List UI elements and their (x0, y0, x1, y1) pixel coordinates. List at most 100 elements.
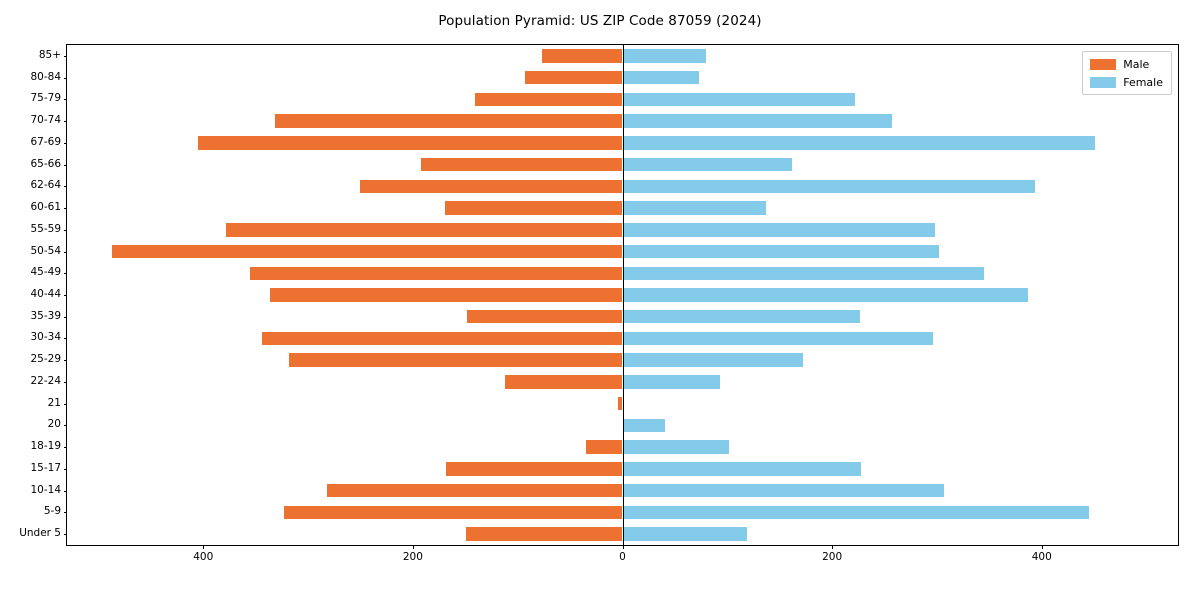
y-axis-tick-label: 30-34 (30, 331, 61, 344)
bar-female[interactable] (622, 201, 767, 215)
bar-female[interactable] (622, 244, 940, 259)
bar-male[interactable] (226, 223, 623, 237)
bar-female[interactable] (622, 353, 803, 367)
bar-female[interactable] (622, 223, 935, 237)
bar-male[interactable] (421, 157, 623, 172)
bar-female[interactable] (622, 288, 1029, 302)
bar-female[interactable] (622, 505, 1089, 520)
y-tick-mark (63, 403, 67, 405)
legend-item-male[interactable]: Male (1090, 57, 1163, 71)
bar-male[interactable] (467, 310, 623, 324)
bar-male[interactable] (326, 483, 623, 498)
bar-female[interactable] (622, 527, 748, 541)
y-axis-tick-label: 45-49 (30, 266, 61, 279)
bar-female[interactable] (622, 310, 861, 324)
bar-male[interactable] (283, 505, 623, 520)
x-tick-mark (412, 545, 414, 549)
y-tick-mark (63, 425, 67, 427)
bar-female[interactable] (622, 114, 892, 128)
bar-row (67, 462, 1178, 476)
y-axis-tick-label: 20 (47, 418, 61, 431)
legend-label-female: Female (1123, 75, 1163, 89)
y-tick-mark (63, 316, 67, 318)
bar-row (67, 157, 1178, 172)
y-axis-tick-label: Under 5 (19, 527, 61, 540)
bar-row (67, 505, 1178, 520)
y-tick-mark (63, 381, 67, 383)
bar-male[interactable] (525, 70, 623, 85)
bar-male[interactable] (446, 462, 623, 476)
bar-row (67, 114, 1178, 128)
bar-female[interactable] (622, 157, 793, 172)
y-axis-tick-label: 85+ (38, 48, 61, 61)
bar-row (67, 244, 1178, 259)
y-axis-tick-label: 10-14 (30, 483, 61, 496)
y-tick-mark (63, 295, 67, 296)
bar-female[interactable] (622, 266, 985, 280)
legend-swatch-male (1090, 58, 1117, 70)
bar-male[interactable] (274, 114, 623, 128)
bar-female[interactable] (622, 375, 720, 389)
bar-row (67, 483, 1178, 498)
bar-row (67, 92, 1178, 107)
bar-male[interactable] (198, 136, 623, 150)
bar-male[interactable] (289, 353, 623, 367)
legend-item-female[interactable]: Female (1090, 75, 1163, 89)
y-axis-tick-label: 18-19 (30, 440, 61, 453)
x-axis-tick-label: 200 (402, 551, 423, 563)
x-tick-mark (622, 545, 624, 549)
bar-female[interactable] (622, 49, 707, 63)
y-tick-mark (63, 251, 67, 253)
bar-male[interactable] (541, 49, 623, 63)
y-tick-mark (63, 512, 67, 514)
x-tick-mark (832, 545, 834, 549)
plot-area: 85+ 80-84 75-79 70-74 67-69 65-66 62-64 60-61 55… (19, 44, 1179, 563)
y-tick-mark (63, 360, 67, 362)
bar-male[interactable] (474, 92, 623, 107)
y-tick-mark (63, 534, 67, 536)
bar-male[interactable] (270, 288, 623, 302)
bar-female[interactable] (622, 440, 730, 454)
bar-male[interactable] (585, 440, 623, 454)
y-axis-tick-label: 35-39 (30, 309, 61, 322)
bar-male[interactable] (445, 201, 623, 215)
bar-female[interactable] (622, 483, 945, 498)
bar-female[interactable] (622, 331, 933, 346)
bar-male[interactable] (250, 266, 623, 280)
y-axis-tick-label: 70-74 (30, 114, 61, 127)
zero-axis-line (622, 45, 624, 545)
y-axis-tick-label: 15-17 (30, 461, 61, 474)
y-axis-tick-label: 62-64 (30, 179, 61, 192)
bar-male[interactable] (466, 527, 623, 541)
bar-female[interactable] (622, 418, 666, 433)
x-axis-tick-label: 0 (619, 551, 626, 563)
y-tick-mark (63, 338, 67, 340)
y-tick-mark (63, 164, 67, 166)
bar-female[interactable] (622, 136, 1096, 150)
bar-female[interactable] (622, 70, 699, 85)
bar-row (67, 418, 1178, 433)
bar-row (67, 396, 1178, 411)
bars-layer (67, 45, 1178, 545)
legend: Male Female (1082, 51, 1172, 95)
bar-female[interactable] (622, 179, 1036, 194)
y-axis-tick-label: 5-9 (43, 505, 61, 518)
legend-swatch-female (1090, 76, 1117, 88)
y-tick-mark (63, 121, 67, 123)
bar-female[interactable] (622, 462, 862, 476)
bar-male[interactable] (261, 331, 623, 346)
bar-male[interactable] (112, 244, 623, 259)
y-tick-mark (63, 468, 67, 470)
bar-row (67, 440, 1178, 454)
bar-male[interactable] (618, 396, 623, 411)
bar-row (67, 49, 1178, 63)
y-axis-tick-label: 65-66 (30, 157, 61, 170)
y-tick-mark (63, 142, 67, 144)
bar-female[interactable] (622, 92, 856, 107)
bar-male[interactable] (505, 375, 623, 389)
bar-row (67, 223, 1178, 237)
y-axis-tick-label: 22-24 (30, 374, 61, 387)
bar-male[interactable] (360, 179, 623, 194)
page-title: Population Pyramid: US ZIP Code 87059 (2… (438, 13, 762, 29)
